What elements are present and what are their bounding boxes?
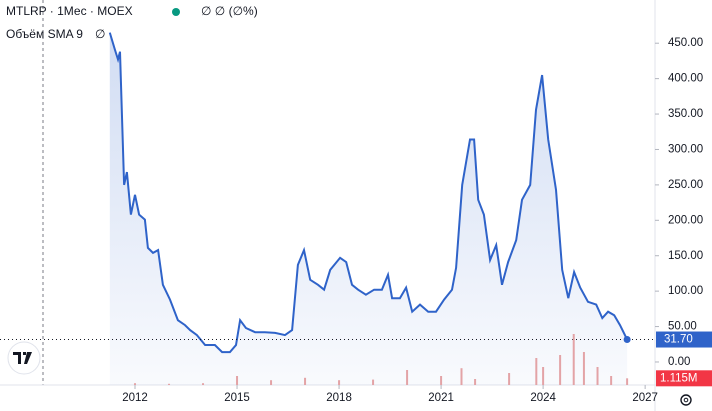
volume-bar bbox=[304, 377, 307, 385]
volume-bar bbox=[508, 373, 511, 385]
y-tick-label: 300.00 bbox=[668, 143, 703, 155]
volume-last-label: 1.115M bbox=[660, 372, 698, 384]
volume-bar bbox=[474, 379, 477, 385]
volume-bar bbox=[572, 334, 575, 385]
last-point bbox=[623, 336, 631, 344]
volume-bar bbox=[559, 355, 562, 385]
y-tick-label: 400.00 bbox=[668, 73, 703, 85]
x-tick-label: 2012 bbox=[122, 392, 148, 404]
y-tick-label: 200.00 bbox=[668, 214, 703, 226]
volume-bar bbox=[582, 352, 585, 385]
last-price-label: 31.70 bbox=[664, 334, 693, 346]
price-label-bg bbox=[656, 331, 712, 348]
volume-title[interactable]: Объём SMA 9 bbox=[6, 27, 83, 41]
volume-bar bbox=[542, 367, 545, 385]
volume-bar bbox=[610, 376, 613, 385]
y-tick-label: 50.00 bbox=[668, 321, 697, 333]
x-tick-label: 2015 bbox=[224, 392, 250, 404]
volume-bar bbox=[202, 383, 205, 385]
y-tick-label: 450.00 bbox=[668, 37, 703, 49]
price-line bbox=[108, 32, 628, 354]
settings-icon[interactable] bbox=[680, 394, 692, 406]
price-area bbox=[109, 32, 628, 385]
volume-bar bbox=[535, 358, 538, 385]
status-dot bbox=[172, 8, 180, 16]
x-tick-label: 2024 bbox=[530, 392, 556, 404]
volume-bar bbox=[338, 380, 341, 385]
legend-values: ∅ ∅ (∅%) bbox=[201, 4, 258, 18]
y-tick-label: 100.00 bbox=[668, 285, 703, 297]
y-tick-label: 0.00 bbox=[668, 356, 690, 368]
volume-bar bbox=[626, 378, 629, 385]
volume-bar bbox=[236, 376, 239, 385]
volume-bar bbox=[440, 376, 443, 385]
volume-bar bbox=[406, 370, 409, 385]
symbol-title[interactable]: MTLRP · 1Мес · MOEX bbox=[6, 4, 133, 18]
volume-bar bbox=[270, 380, 273, 385]
volume-bar bbox=[168, 383, 171, 385]
tv-logo[interactable] bbox=[7, 341, 41, 375]
y-tick-label: 150.00 bbox=[668, 250, 703, 262]
volume-value: ∅ bbox=[95, 27, 105, 41]
volume-bar bbox=[596, 367, 599, 385]
volume-bar bbox=[134, 383, 137, 385]
volume-bar bbox=[372, 379, 375, 385]
volume-label-bg bbox=[656, 370, 712, 387]
x-tick-label: 2018 bbox=[326, 392, 352, 404]
volume-bar bbox=[460, 368, 463, 385]
y-tick-label: 250.00 bbox=[668, 179, 703, 191]
x-tick-label: 2021 bbox=[428, 392, 454, 404]
y-tick-label: 350.00 bbox=[668, 108, 703, 120]
x-tick-label: 2027 bbox=[632, 392, 658, 404]
